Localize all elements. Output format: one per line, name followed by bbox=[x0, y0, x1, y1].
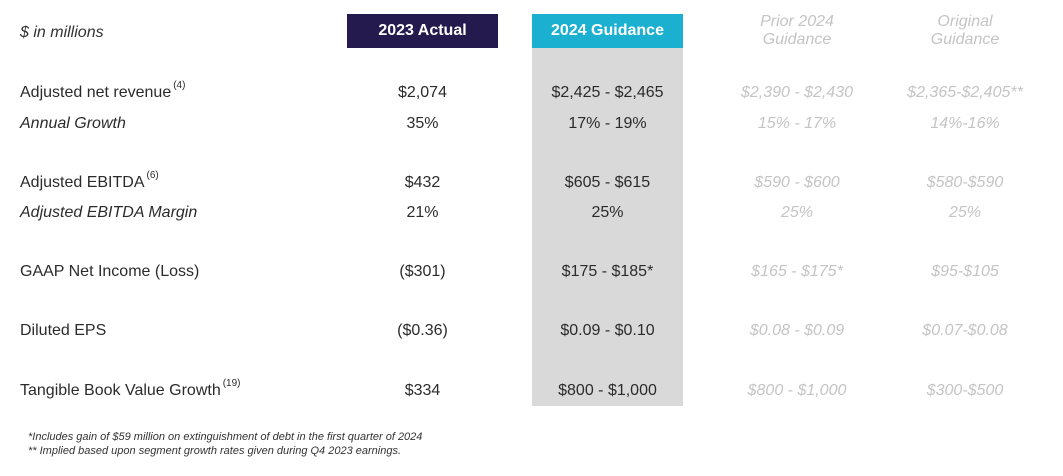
row-label-text: Diluted EPS bbox=[20, 322, 107, 339]
row-label: Adjusted EBITDA Margin bbox=[20, 204, 197, 222]
table-row: Adjusted EBITDA Margin 21% 25% 25% 25% bbox=[0, 204, 1063, 226]
cell-guidance: $605 - $615 bbox=[564, 174, 651, 191]
row-label-text: Adjusted EBITDA bbox=[20, 174, 145, 191]
header-original-line1: Original bbox=[937, 13, 993, 30]
row-label: Adjusted EBITDA (6) bbox=[20, 170, 159, 192]
cell-original: $95-$105 bbox=[931, 263, 999, 280]
table-row: Tangible Book Value Growth (19) $334 $800… bbox=[0, 378, 1063, 404]
cell-actual: ($301) bbox=[399, 263, 446, 280]
table-row: Adjusted EBITDA (6) $432 $605 - $615 $590… bbox=[0, 170, 1063, 196]
cell-original: $580-$590 bbox=[926, 174, 1004, 191]
cell-original: $0.07-$0.08 bbox=[922, 322, 1008, 339]
cell-actual: 35% bbox=[406, 115, 439, 132]
row-label-text: Tangible Book Value Growth bbox=[20, 382, 221, 399]
cell-guidance: $2,425 - $2,465 bbox=[551, 84, 664, 101]
cell-actual: $334 bbox=[404, 382, 441, 399]
header-2024-guidance: 2024 Guidance bbox=[532, 14, 683, 48]
cell-guidance: $0.09 - $0.10 bbox=[560, 322, 655, 339]
header-original-guidance: Original Guidance bbox=[895, 13, 1035, 49]
table-row: Annual Growth 35% 17% - 19% 15% - 17% 14… bbox=[0, 115, 1063, 137]
cell-actual: $432 bbox=[404, 174, 441, 191]
footnote-ref: (6) bbox=[146, 170, 159, 181]
table-row: Diluted EPS ($0.36) $0.09 - $0.10 $0.08 … bbox=[0, 322, 1063, 344]
cell-guidance: $175 - $185* bbox=[561, 263, 654, 280]
cell-prior: 25% bbox=[780, 204, 814, 221]
row-label: Diluted EPS bbox=[20, 322, 106, 340]
cell-prior: 15% - 17% bbox=[757, 115, 837, 132]
cell-actual: $2,074 bbox=[398, 84, 447, 101]
guidance-column-background bbox=[532, 48, 683, 406]
row-label: Tangible Book Value Growth (19) bbox=[20, 378, 241, 400]
cell-guidance: $800 - $1,000 bbox=[558, 382, 657, 399]
cell-original: $300-$500 bbox=[926, 382, 1004, 399]
row-label: Adjusted net revenue (4) bbox=[20, 80, 185, 102]
row-label-text: GAAP Net Income (Loss) bbox=[20, 263, 200, 280]
cell-actual: ($0.36) bbox=[397, 322, 448, 339]
cell-guidance: 25% bbox=[591, 204, 624, 221]
row-label-text: Adjusted EBITDA Margin bbox=[20, 204, 198, 221]
cell-actual: 21% bbox=[406, 204, 439, 221]
header-2023-actual: 2023 Actual bbox=[347, 14, 498, 48]
cell-original: 25% bbox=[948, 204, 982, 221]
cell-prior: $590 - $600 bbox=[754, 174, 840, 191]
table-row: GAAP Net Income (Loss) ($301) $175 - $18… bbox=[0, 263, 1063, 285]
row-label: GAAP Net Income (Loss) bbox=[20, 263, 199, 281]
table-row: Adjusted net revenue (4) $2,074 $2,425 - … bbox=[0, 80, 1063, 106]
row-label-text: Annual Growth bbox=[20, 115, 126, 132]
row-label-text: Adjusted net revenue bbox=[20, 84, 172, 101]
header-prior-line1: Prior 2024 bbox=[760, 13, 834, 30]
footnote-ref: (19) bbox=[222, 378, 241, 389]
cell-prior: $800 - $1,000 bbox=[747, 382, 847, 399]
footnote-1: *Includes gain of $59 million on extingu… bbox=[28, 431, 423, 443]
cell-original: 14%-16% bbox=[930, 115, 1000, 132]
footnote-ref: (4) bbox=[173, 80, 186, 91]
header-prior-guidance: Prior 2024 Guidance bbox=[727, 13, 867, 49]
cell-prior: $2,390 - $2,430 bbox=[740, 84, 854, 101]
cell-prior: $165 - $175* bbox=[751, 263, 843, 280]
row-label: Annual Growth bbox=[20, 115, 126, 133]
cell-original: $2,365-$2,405** bbox=[907, 84, 1023, 101]
header-original-line2: Guidance bbox=[930, 31, 1000, 48]
units-label: $ in millions bbox=[20, 24, 104, 41]
footnote-2: ** Implied based upon segment growth rat… bbox=[28, 445, 402, 457]
cell-guidance: 17% - 19% bbox=[568, 115, 647, 132]
header-prior-line2: Guidance bbox=[762, 31, 832, 48]
cell-prior: $0.08 - $0.09 bbox=[749, 322, 845, 339]
